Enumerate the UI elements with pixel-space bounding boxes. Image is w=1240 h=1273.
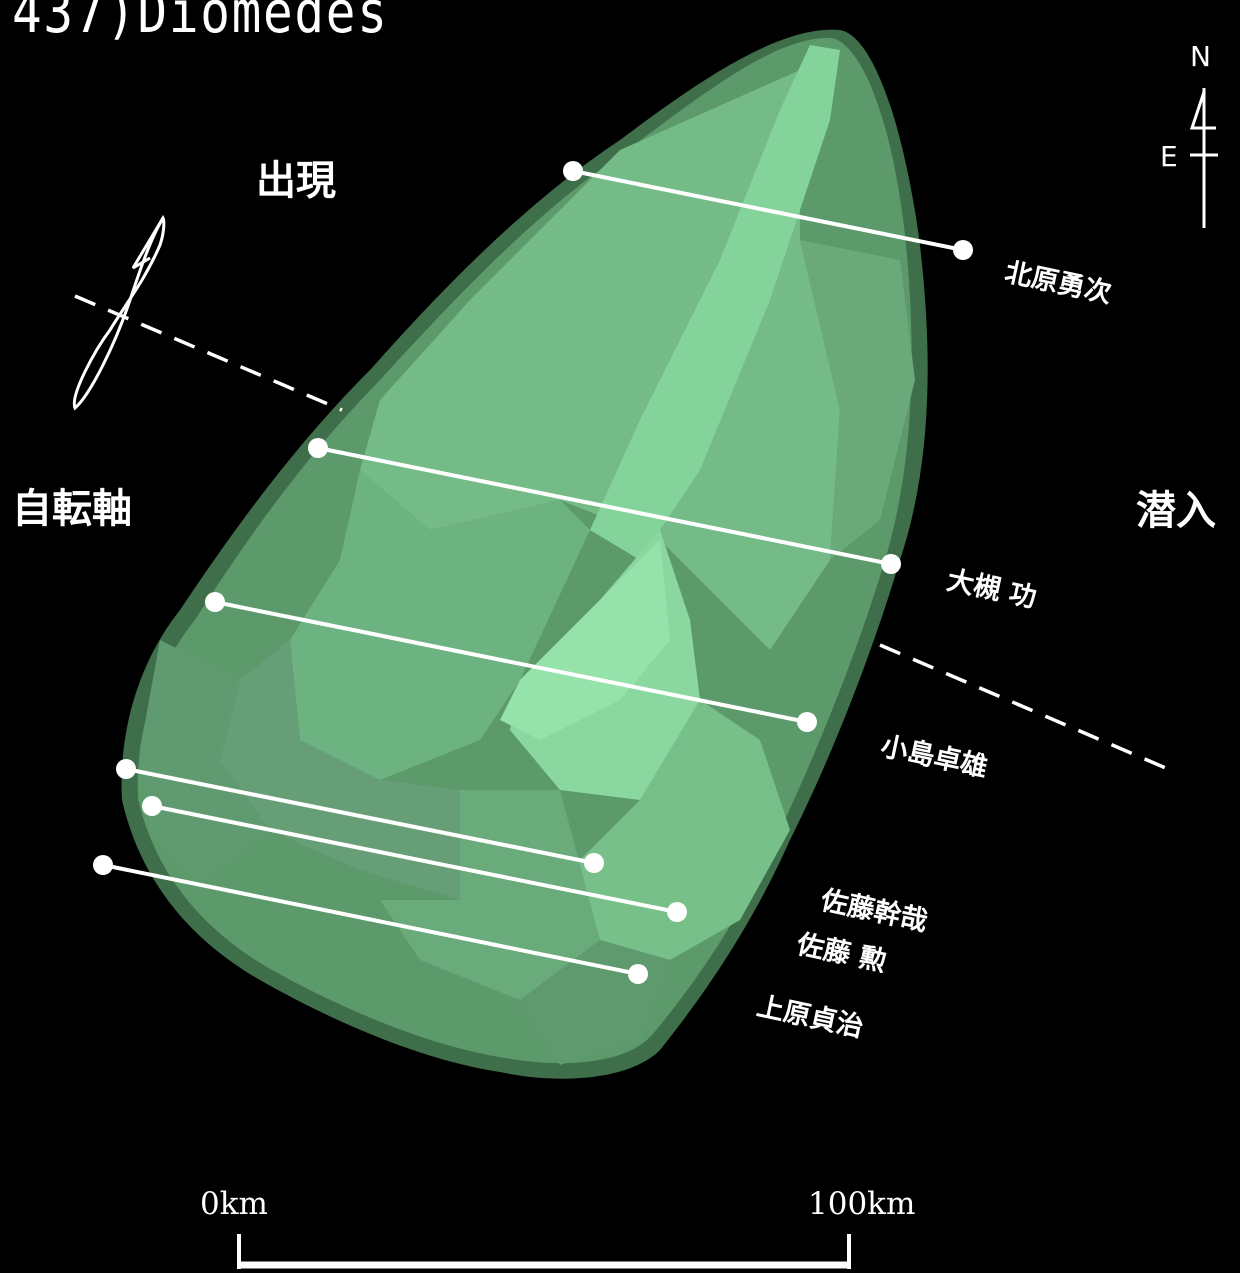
disappearance-label: 潜入 bbox=[1136, 488, 1216, 534]
chord-end-point bbox=[881, 554, 901, 574]
chord-line bbox=[102, 863, 639, 976]
chord-start-point bbox=[116, 759, 136, 779]
chord-end-point bbox=[584, 853, 604, 873]
chord-end-point bbox=[667, 902, 687, 922]
scale-end-label: 100km bbox=[808, 1186, 916, 1222]
compass-icon bbox=[1189, 88, 1218, 228]
scale-bar bbox=[237, 1234, 851, 1269]
chord-end-point bbox=[953, 240, 973, 260]
chord-start-point bbox=[93, 855, 113, 875]
compass-east-label: E bbox=[1160, 140, 1178, 173]
appearance-label: 出現 bbox=[256, 158, 336, 204]
chord-line bbox=[317, 446, 892, 566]
chord-end-point bbox=[797, 712, 817, 732]
chord-start-point bbox=[142, 796, 162, 816]
page-title: 437)Diomedes bbox=[12, 0, 389, 46]
chord-end-point bbox=[628, 964, 648, 984]
spin-axis-icon bbox=[72, 214, 166, 411]
compass-north-label: N bbox=[1190, 40, 1211, 73]
chord-start-point bbox=[308, 438, 328, 458]
occultation-chords bbox=[93, 161, 973, 984]
scale-start-label: 0km bbox=[200, 1186, 268, 1222]
asteroid-shape bbox=[121, 29, 928, 1079]
chord-line bbox=[572, 169, 964, 252]
chord-start-point bbox=[563, 161, 583, 181]
rotation-axis-label: 自転軸 bbox=[12, 486, 132, 532]
chord-line bbox=[125, 767, 595, 865]
chord-line bbox=[214, 600, 808, 724]
chord-line bbox=[151, 804, 678, 914]
chord-start-point bbox=[205, 592, 225, 612]
